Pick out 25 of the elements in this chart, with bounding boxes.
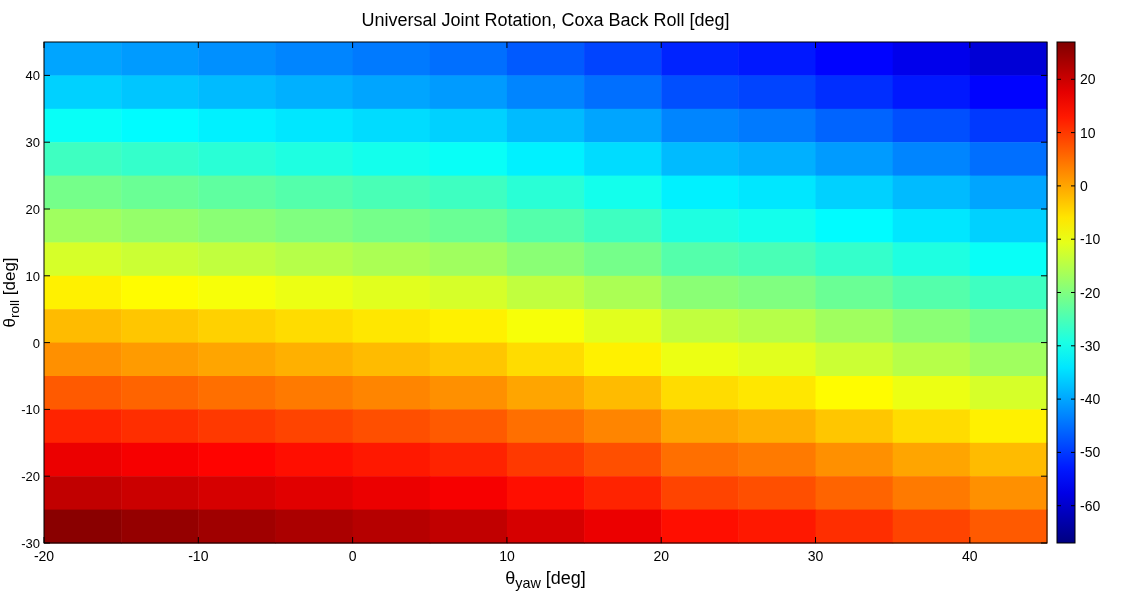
y-tick-label: 30 [25, 135, 40, 151]
color-bar-label: -20 [1080, 284, 1101, 301]
color-bar-label: -30 [1080, 337, 1101, 354]
y-tick-label: 20 [25, 202, 40, 217]
y-tick-label: 40 [25, 68, 40, 84]
x-tick-label: 0 [348, 548, 357, 564]
x-axis-title: θ$_{yaw}$ [deg] [505, 568, 586, 592]
y-tick-label: -10 [21, 402, 40, 418]
color-bar-label: 0 [1080, 177, 1088, 194]
x-tick-label: 10 [499, 548, 515, 564]
y-tick-label: 10 [25, 268, 40, 284]
color-bar-label: -10 [1080, 231, 1101, 248]
color-bar-label: -50 [1080, 444, 1101, 461]
chart-title: Universal Joint Rotation, Coxa Back Roll [deg] [361, 10, 730, 30]
y-tick-label: -30 [21, 536, 40, 551]
x-tick-label: 30 [807, 548, 824, 564]
x-tick-label: 40 [962, 548, 978, 564]
color-bar-label: 10 [1080, 124, 1096, 141]
x-tick-label: 20 [653, 548, 670, 564]
color-bar-label: -60 [1080, 497, 1101, 514]
y-tick-label: -20 [21, 469, 40, 485]
color-bar-label: -40 [1080, 391, 1101, 408]
color-bar-label: 20 [1080, 71, 1096, 88]
x-tick-label: -10 [188, 548, 209, 564]
y-tick-label: 0 [32, 335, 40, 351]
